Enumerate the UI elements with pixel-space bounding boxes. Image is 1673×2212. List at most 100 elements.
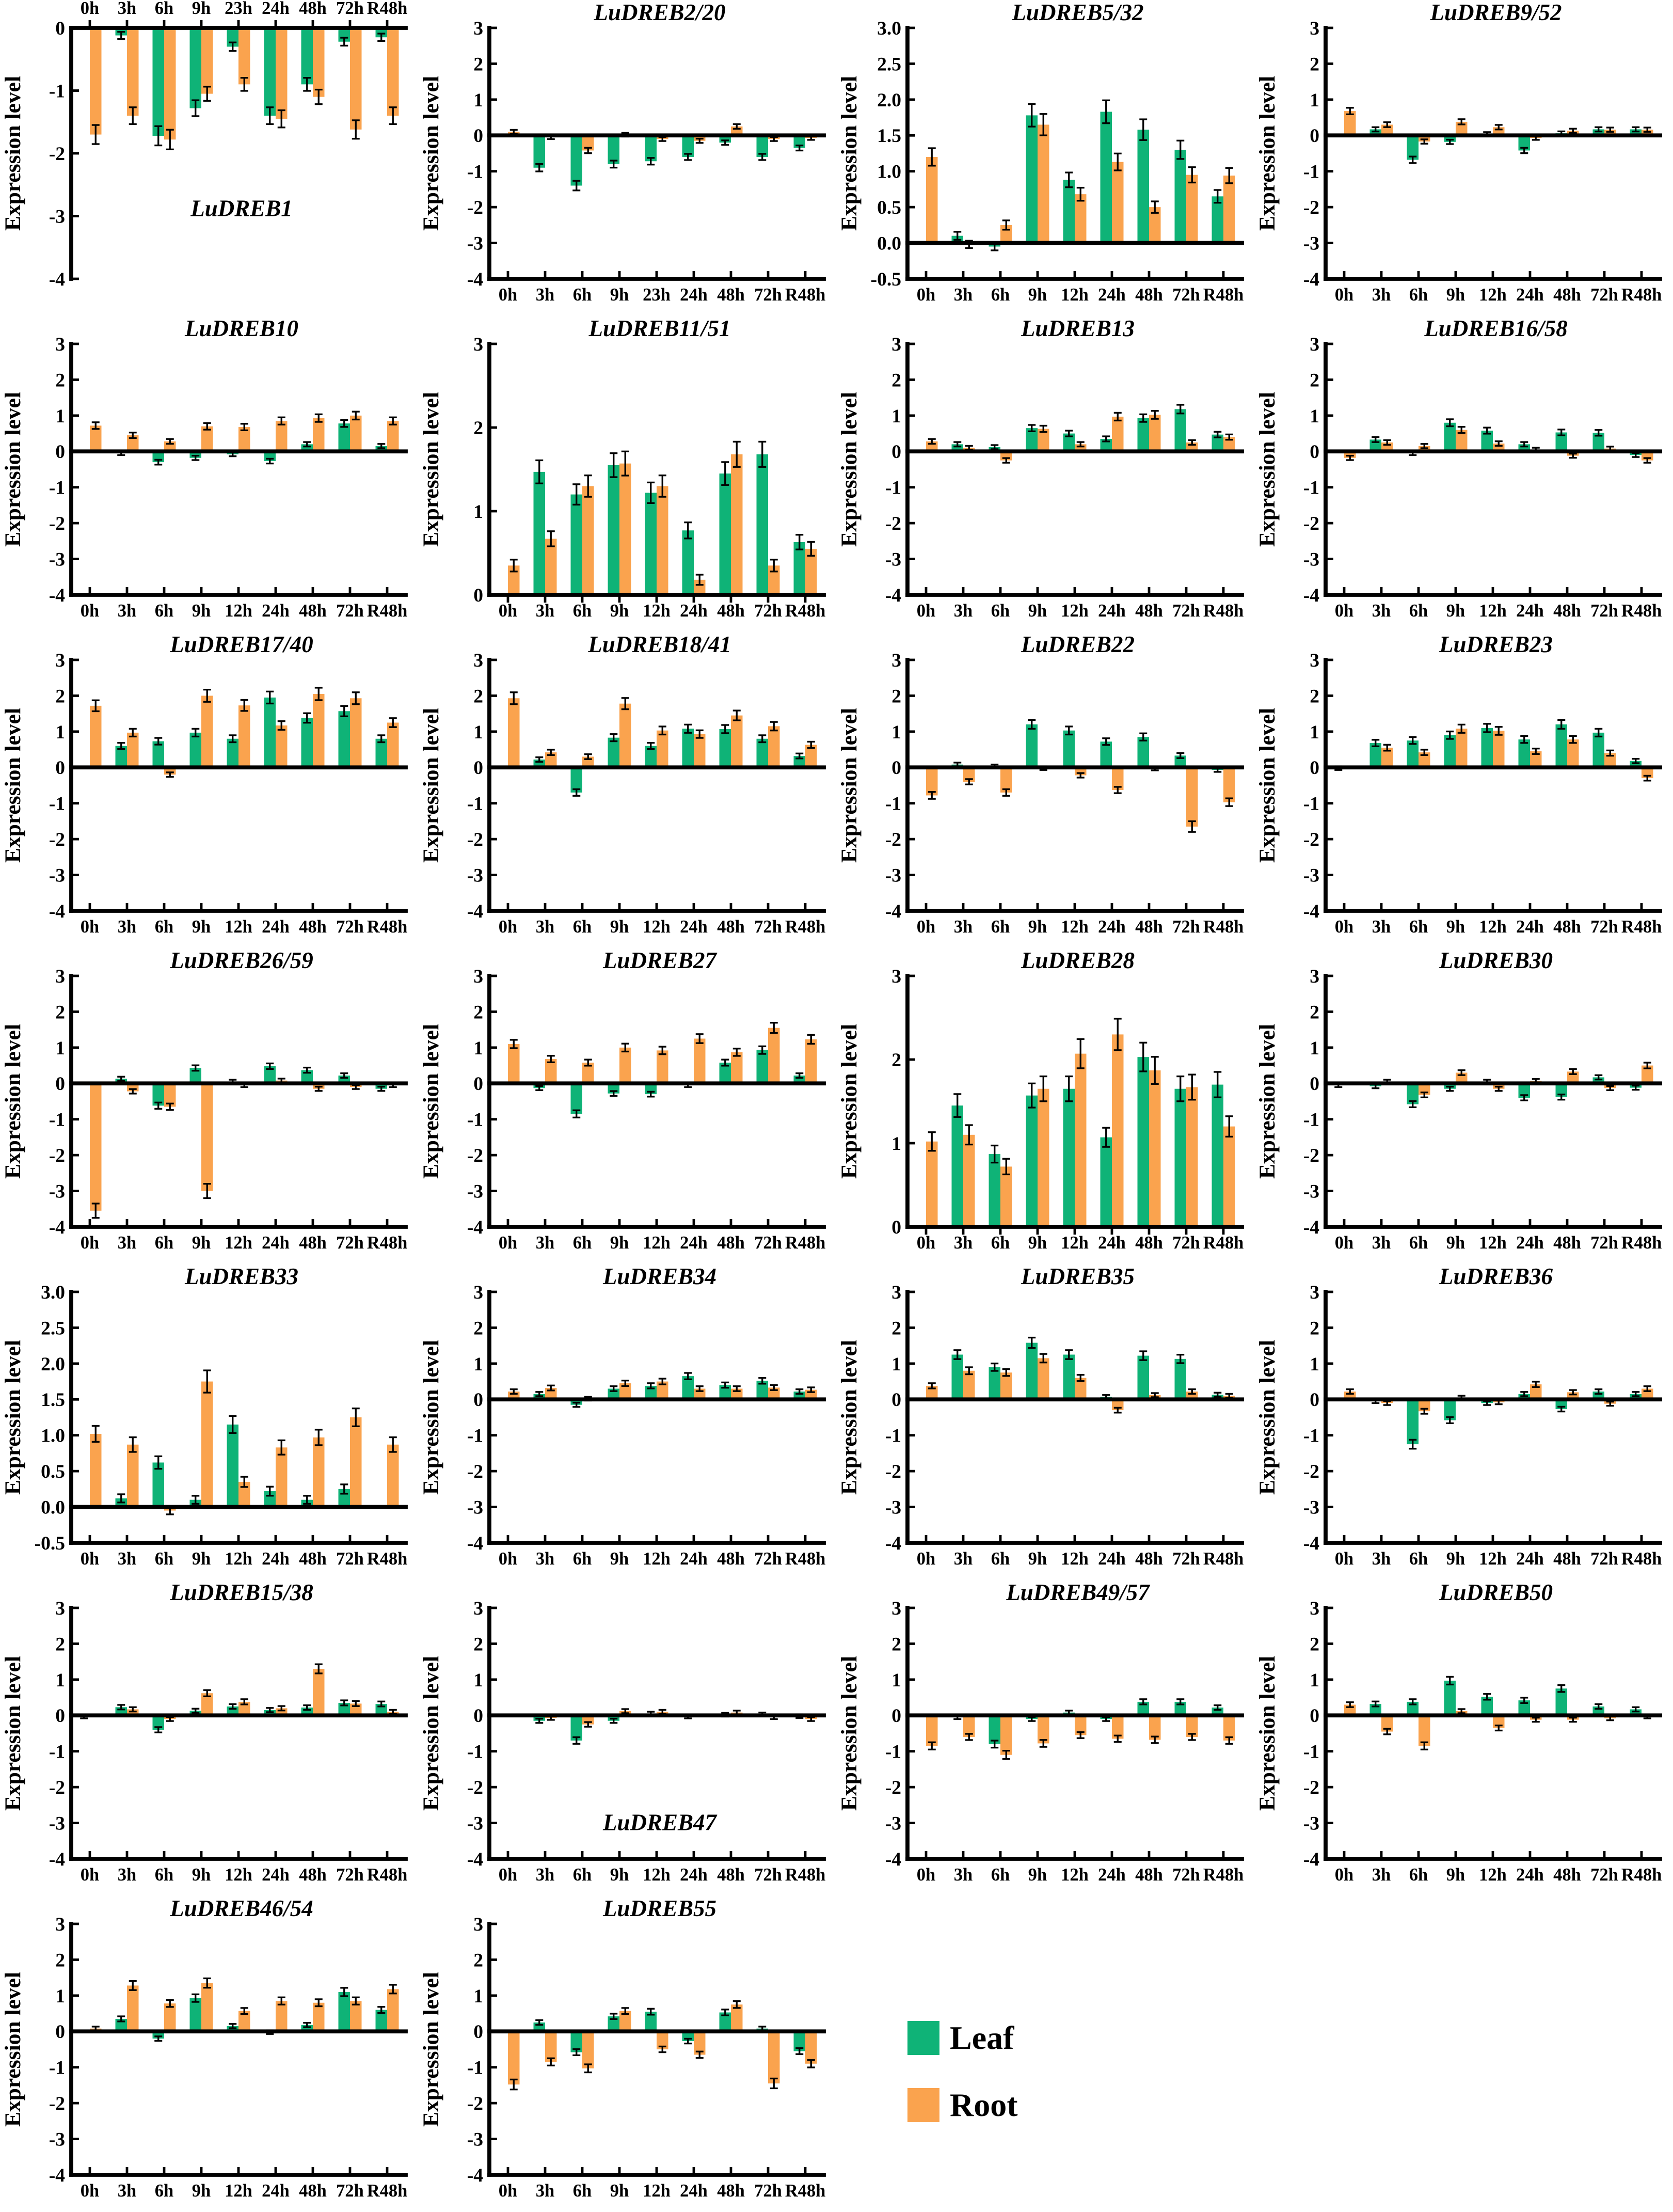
leaf-bar [115,746,127,768]
leaf-bar [1369,129,1381,136]
svg-text:3: 3 [891,1598,901,1619]
svg-text:24h: 24h [680,917,708,937]
leaf-bar [719,473,731,595]
svg-text:24h: 24h [1516,601,1544,621]
root-bar [276,2001,288,2032]
chart-svg: Expression level 3 2 1 0 -1 -2 -3 -4 0h 3h 6h 9h 12h 2… [837,632,1244,937]
svg-text:R48h: R48h [1203,601,1244,621]
root-bar [694,1038,706,1084]
svg-text:2.5: 2.5 [877,54,901,75]
root-bar [276,1447,288,1507]
root-bar [1075,194,1087,243]
y-axis-label: Expression level [837,708,862,863]
root-bar [1000,1372,1012,1400]
leaf-bar [682,135,694,157]
root-bar [768,726,780,768]
leaf-bar [951,1105,963,1227]
leaf-bar [1518,1083,1530,1098]
svg-text:0h: 0h [1335,1865,1353,1885]
leaf-bar [1212,196,1223,243]
svg-text:3: 3 [55,966,65,987]
leaf-bar [682,729,694,768]
leaf-bar [570,135,582,186]
root-bar [619,1047,631,1084]
x-axis: 0h 3h 6h 9h 12h 24h 48h 72h R48h [487,903,826,937]
svg-text:-4: -4 [467,269,483,290]
svg-text:3: 3 [891,1282,901,1303]
svg-text:72h: 72h [1590,1233,1618,1253]
chart-ludreb50: Expression level 3 2 1 0 -1 -2 -3 -4 0h 3h 6h 9h 12h 2… [1254,1580,1672,1896]
svg-text:48h: 48h [1135,1233,1163,1253]
svg-text:24h: 24h [1098,285,1126,305]
svg-text:3h: 3h [1372,1233,1391,1253]
svg-text:24h: 24h [1516,1549,1544,1569]
root-bar [1419,752,1430,768]
y-axis: 3 2 1 0 -1 -2 -3 -4 [1303,334,1333,606]
chart-ludreb36: Expression level 3 2 1 0 -1 -2 -3 -4 0h 3h 6h 9h 12h 2… [1254,1264,1672,1580]
svg-text:48h: 48h [717,285,745,305]
leaf-bar [1026,1342,1038,1400]
chart-title: LuDREB55 [602,1896,716,1921]
root-bar [1223,437,1235,452]
svg-text:24h: 24h [1516,285,1544,305]
root-bar [545,2031,557,2062]
root-bar [545,539,557,595]
x-axis: 0h 3h 6h 9h 12h 24h 48h 72h R48h [1324,903,1662,937]
leaf-bar [1063,180,1075,243]
root-bar [657,486,668,595]
svg-text:3: 3 [473,1598,483,1619]
y-axis-label: Expression level [1,1972,25,2127]
svg-text:-4: -4 [885,1533,901,1554]
svg-text:1: 1 [55,1670,65,1691]
chart-ludreb28: Expression level 3 2 1 0 0h 3h 6h 9h 12h 24h 48h 72h… [836,948,1254,1264]
svg-text:-1: -1 [1303,794,1319,815]
leaf-bar [989,1154,1000,1227]
svg-text:-3: -3 [885,549,901,570]
svg-text:R48h: R48h [785,2181,826,2201]
leaf-bar [570,1083,582,1114]
root-bar [313,2002,325,2032]
chart-ludreb9-52: Expression level 3 2 1 0 -1 -2 -3 -4 0h 3h 6h 9h 12h 2… [1254,0,1672,316]
svg-text:-3: -3 [467,2129,483,2150]
root-bar [238,1481,250,1507]
svg-text:0: 0 [473,585,483,606]
leaf-bar [375,738,387,768]
x-axis: 0h 3h 6h 9h 12h 24h 48h 72h R48h [69,903,408,937]
root-bar [1344,111,1356,136]
legend-item-leaf: Leaf [907,2019,1254,2057]
svg-text:9h: 9h [192,2181,211,2201]
svg-text:72h: 72h [754,917,782,937]
svg-text:72h: 72h [1172,1865,1200,1885]
x-axis: 0h 3h 6h 9h 12h 24h 48h 72h R48h [487,1535,826,1569]
svg-text:-2: -2 [1303,829,1319,850]
y-axis: 3 2 1 0 -1 -2 -3 -4 [467,650,497,922]
svg-text:-4: -4 [467,901,483,922]
y-axis: 3 2 1 0 -1 -2 -3 -4 [1303,966,1333,1238]
svg-text:R48h: R48h [1203,917,1244,937]
root-bar [313,1669,325,1716]
leaf-bar [301,718,313,768]
leaf-bar [152,1462,164,1507]
chart-svg: Expression level 3 2 1 0 -1 -2 -3 -4 0h 3h 6h 9h 12h 2… [1255,1264,1662,1569]
svg-text:48h: 48h [1553,1549,1581,1569]
chart-svg: Expression level 3.0 2.5 2.0 1.5 1.0 0.5 0.0 -0.… [1,1264,408,1569]
y-axis: 3 2 1 0 -1 -2 -3 -4 [885,1598,915,1870]
svg-text:9h: 9h [1028,1865,1047,1885]
chart-title: LuDREB13 [1021,316,1135,341]
svg-text:48h: 48h [299,1233,327,1253]
root-bar [1186,1087,1198,1227]
y-axis: 3 2 1 0 -1 -2 -3 -4 [467,966,497,1238]
svg-text:-2: -2 [1303,1145,1319,1166]
svg-text:3: 3 [473,1914,483,1935]
svg-text:9h: 9h [1446,601,1465,621]
svg-text:3: 3 [55,1914,65,1935]
svg-text:48h: 48h [717,601,745,621]
svg-text:24h: 24h [262,917,290,937]
svg-text:0: 0 [55,2021,65,2043]
svg-text:0: 0 [55,757,65,779]
svg-text:6h: 6h [1409,285,1428,305]
chart-title: LuDREB35 [1021,1264,1135,1289]
svg-text:0h: 0h [81,2181,99,2201]
root-bar [768,565,780,595]
y-axis: 3.0 2.5 2.0 1.5 1.0 0.5 0.0 -0.5 [35,1282,79,1554]
